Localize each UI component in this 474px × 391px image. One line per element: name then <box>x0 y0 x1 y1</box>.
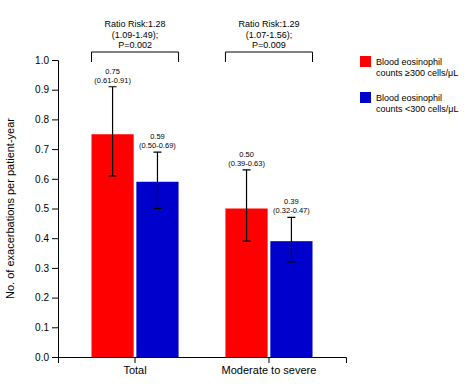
x-axis: Total Moderate to severe <box>59 357 347 376</box>
text-line: (1.09-1.49); <box>112 30 159 40</box>
text-line: Ratio Risk:1.28 <box>105 19 166 29</box>
tick-mark <box>52 268 58 269</box>
text-line: 0.75 <box>105 67 120 76</box>
error-bar <box>109 87 117 176</box>
tick-mark <box>52 238 58 239</box>
data-labels: 0.75(0.61-0.91) 0.50(0.39-0.63) 0.59(0.50-… <box>94 67 310 216</box>
tick-label: 0.8 <box>35 114 49 125</box>
error-bar <box>153 152 161 208</box>
tick: Total <box>123 357 146 376</box>
tick-label: Moderate to severe <box>222 364 317 376</box>
text-line: (0.61-0.91) <box>94 76 131 85</box>
tick: 0.0 <box>35 352 58 363</box>
text-line: (1.07-1.56); <box>246 30 293 40</box>
tick-mark <box>52 209 58 210</box>
legend-label: Blood eosinophilcounts <300 cells/μL <box>376 93 459 114</box>
bracket <box>91 52 178 62</box>
text-line: (0.32-0.47) <box>273 206 310 215</box>
tick: 0.9 <box>35 84 58 95</box>
tick-mark <box>52 60 58 61</box>
tick-mark <box>52 119 58 120</box>
legend-swatch <box>360 92 371 103</box>
series <box>91 134 267 357</box>
y-axis-title: No. of exacerbations per patient-year <box>4 118 16 299</box>
text-line: Blood eosinophil <box>376 93 442 103</box>
legend-swatch <box>360 56 371 67</box>
y-axis: 0.0 0.1 0.2 0.3 0.4 0.5 0.6 0.7 0.8 0.9 1.0 <box>35 55 58 363</box>
data-label: 0.50(0.39-0.63) <box>228 150 265 168</box>
tick-mark <box>268 357 269 363</box>
tick: 0.7 <box>35 144 58 155</box>
tick: 0.8 <box>35 114 58 125</box>
plot-area <box>91 87 312 357</box>
error-bar <box>243 170 251 241</box>
tick-label: 0.9 <box>35 84 49 95</box>
tick-label: 0.2 <box>35 292 49 303</box>
text-line: (0.39-0.63) <box>228 159 265 168</box>
axis-line <box>52 61 59 358</box>
legend-entry: Blood eosinophilcounts <300 cells/μL <box>360 92 459 114</box>
tick: 1.0 <box>35 55 58 66</box>
legend-entry: Blood eosinophilcounts ≥300 cells/μL <box>360 56 458 78</box>
tick-label: 0.3 <box>35 263 49 274</box>
tick-label: 0.0 <box>35 352 49 363</box>
tick-mark <box>52 327 58 328</box>
tick: 0.2 <box>35 292 58 303</box>
bracket <box>225 52 312 62</box>
tick: Moderate to severe <box>222 357 317 376</box>
annotation: Ratio Risk:1.28(1.09-1.49);P=0.002 <box>105 19 166 50</box>
tick-label: 0.6 <box>35 174 49 185</box>
tick-mark <box>52 149 58 150</box>
tick-label: 0.4 <box>35 233 49 244</box>
text-line: counts ≥300 cells/μL <box>376 68 458 78</box>
tick-label: 0.5 <box>35 203 49 214</box>
data-label: 0.59(0.50-0.69) <box>139 132 176 150</box>
legend: Blood eosinophilcounts ≥300 cells/μLBloo… <box>360 56 459 114</box>
tick-mark <box>52 357 58 358</box>
error-bar <box>287 217 295 262</box>
text-line: counts <300 cells/μL <box>376 104 459 114</box>
legend-label: Blood eosinophilcounts ≥300 cells/μL <box>376 57 458 78</box>
tick: 0.3 <box>35 263 58 274</box>
tick: 0.4 <box>35 233 58 244</box>
tick-label: 0.7 <box>35 144 49 155</box>
tick-mark <box>52 90 58 91</box>
tick-label: 0.1 <box>35 322 49 333</box>
annotation: Ratio Risk:1.29(1.07-1.56);P=0.009 <box>238 19 299 50</box>
text-line: 0.59 <box>150 132 165 141</box>
text-line: (0.50-0.69) <box>139 141 176 150</box>
chart: 0.0 0.1 0.2 0.3 0.4 0.5 0.6 0.7 0.8 0.9 1.0 Total Mo… <box>0 0 474 391</box>
text-line: 0.39 <box>284 197 299 206</box>
tick: 0.1 <box>35 322 58 333</box>
tick-mark <box>52 298 58 299</box>
text-line: Blood eosinophil <box>376 57 442 67</box>
tick-mark <box>52 179 58 180</box>
tick: 0.5 <box>35 203 58 214</box>
tick-label: 1.0 <box>35 55 49 66</box>
tick-label: Total <box>123 364 146 376</box>
text-line: P=0.009 <box>252 40 286 50</box>
text-line: P=0.002 <box>118 40 152 50</box>
data-label: 0.39(0.32-0.47) <box>273 197 310 215</box>
tick: 0.6 <box>35 174 58 185</box>
tick-mark <box>135 357 136 363</box>
axis-line <box>59 358 347 364</box>
data-label: 0.75(0.61-0.91) <box>94 67 131 85</box>
text-line: 0.50 <box>239 150 254 159</box>
text-line: Ratio Risk:1.29 <box>238 19 299 29</box>
series <box>136 182 312 357</box>
